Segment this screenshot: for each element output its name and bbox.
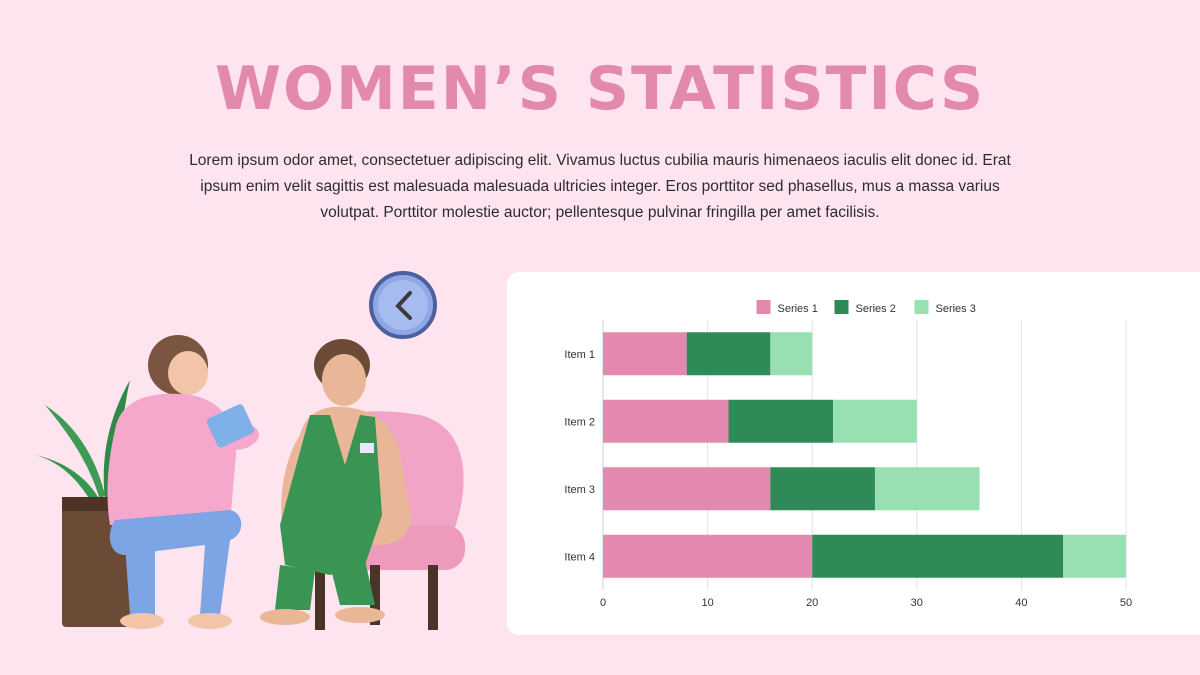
consultation-illustration xyxy=(35,271,465,630)
x-tick-label: 50 xyxy=(1120,597,1132,609)
legend-label: Series 1 xyxy=(778,303,818,315)
legend-label: Series 2 xyxy=(856,303,896,315)
bar-3-1 xyxy=(770,332,813,376)
bar-2-3 xyxy=(770,467,875,511)
man-figure xyxy=(260,339,411,625)
legend-swatch xyxy=(834,300,849,314)
page-title: WOMEN’S STATISTICS xyxy=(214,54,986,124)
legend-swatch xyxy=(914,300,929,314)
x-tick-label: 30 xyxy=(911,597,923,609)
legend-swatch xyxy=(756,300,771,314)
bar-1-3 xyxy=(603,467,771,511)
stacked-bar-chart: 0 10 20 30 40 50 Item 1 Item 2 Item 3 Item 4 Serie… xyxy=(564,300,1132,609)
x-tick-label: 40 xyxy=(1015,597,1027,609)
legend-label: Series 3 xyxy=(936,303,976,315)
bar-1-2 xyxy=(603,399,729,443)
x-tick-label: 20 xyxy=(806,597,818,609)
bar-2-2 xyxy=(728,399,834,443)
bar-1-4 xyxy=(603,534,813,578)
description-text: Lorem ipsum odor amet, consectetuer adip… xyxy=(189,152,1011,221)
x-tick-label: 10 xyxy=(701,597,713,609)
bar-1-1 xyxy=(603,332,687,376)
x-tick-label: 0 xyxy=(600,597,606,609)
category-label: Item 4 xyxy=(564,551,595,563)
bar-3-4 xyxy=(1063,534,1126,578)
bar-3-3 xyxy=(874,467,980,511)
category-label: Item 3 xyxy=(564,484,595,496)
clock-icon xyxy=(369,271,437,339)
chart-card: 0 10 20 30 40 50 Item 1 Item 2 Item 3 Item 4 Serie… xyxy=(507,272,1200,635)
bar-2-1 xyxy=(686,332,771,376)
bar-2-4 xyxy=(812,534,1064,578)
category-label: Item 1 xyxy=(564,349,595,361)
bar-3-2 xyxy=(833,399,917,443)
category-label: Item 2 xyxy=(564,416,595,428)
woman-figure xyxy=(107,335,259,629)
